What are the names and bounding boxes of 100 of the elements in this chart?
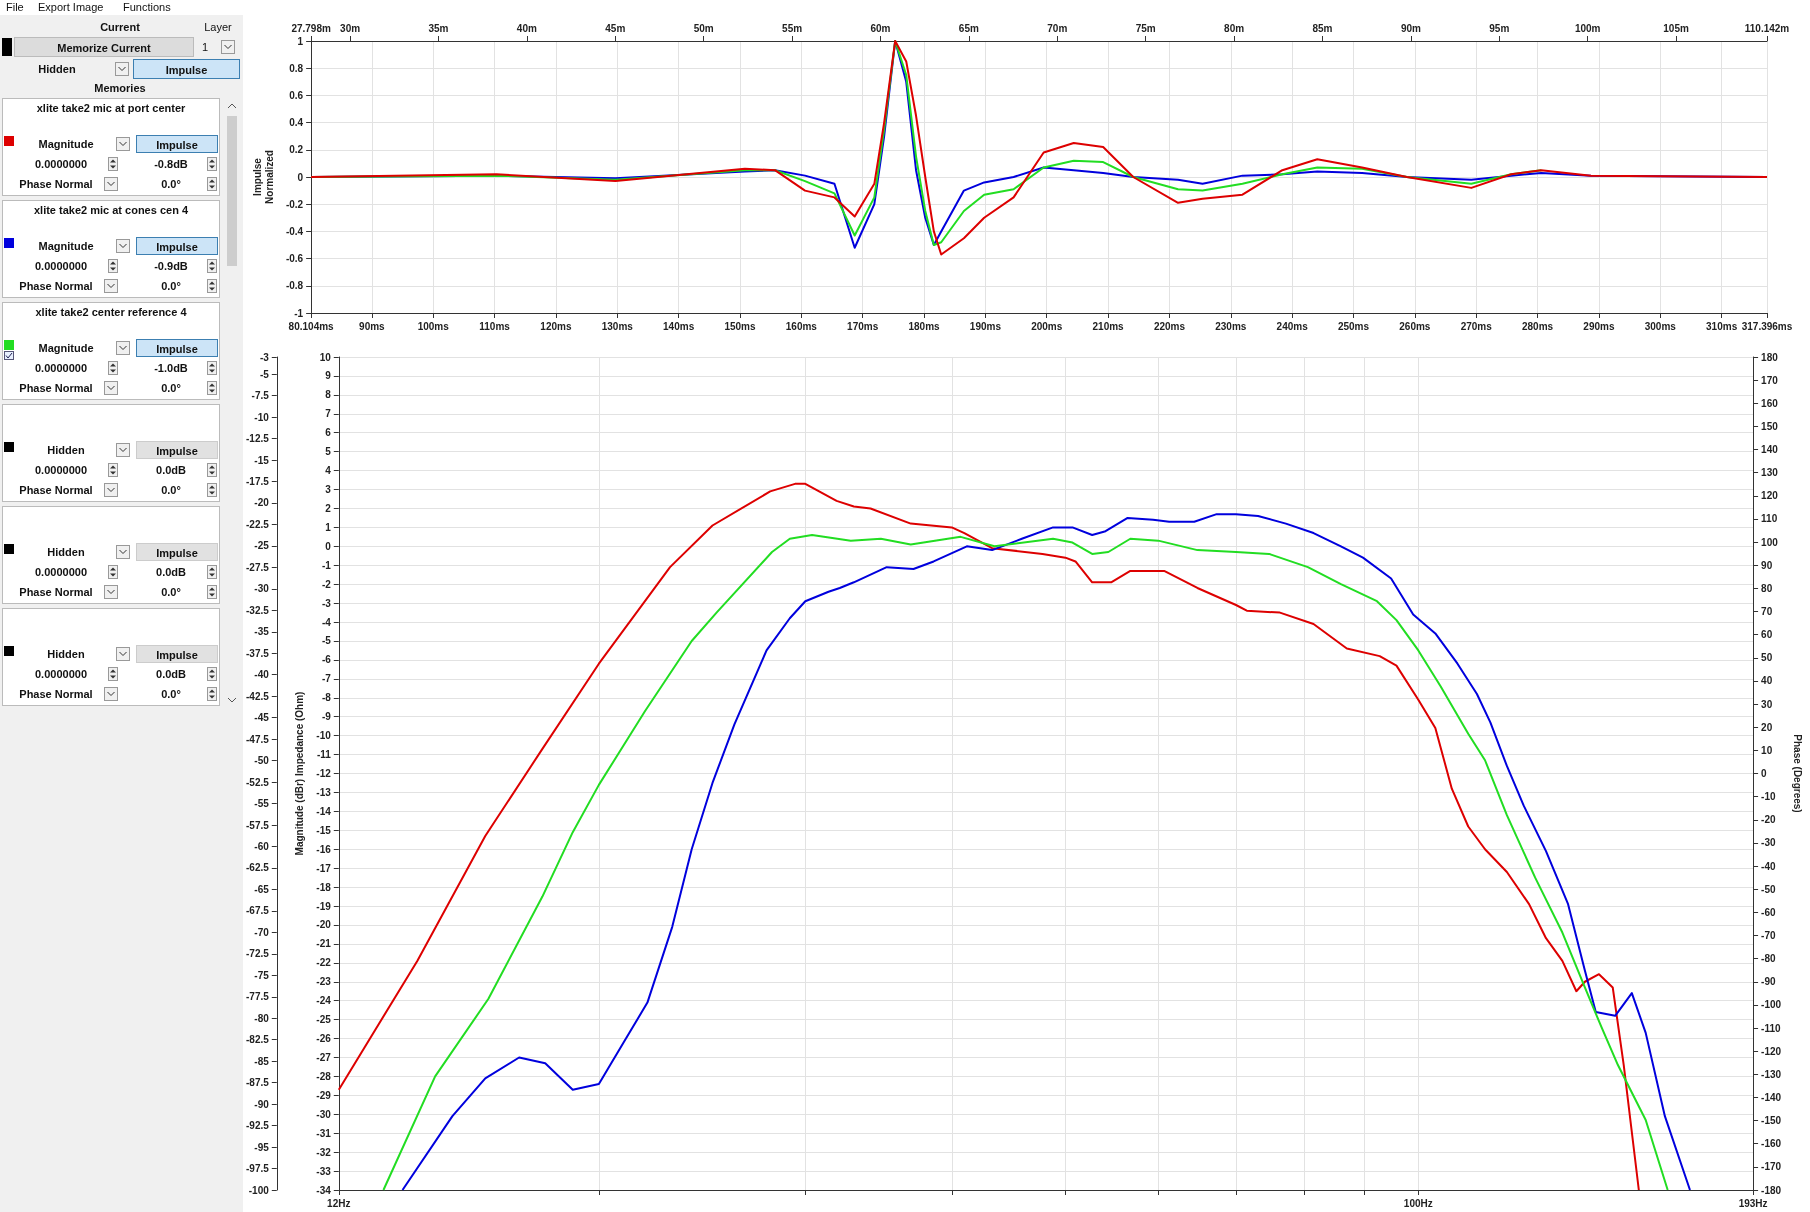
y2-tick-label: 40: [1761, 675, 1773, 687]
x2-tick-label: 65m: [958, 22, 979, 34]
text: Magnitude: [37, 239, 95, 254]
x-tick-label: 90ms: [359, 320, 386, 332]
y-tick-label: 0: [297, 171, 304, 183]
y2-tick-label: -30: [1761, 837, 1776, 849]
y-tick-label: -29: [316, 1089, 332, 1101]
y2-tick-label: 0: [1761, 768, 1768, 779]
text: Layer: [203, 20, 233, 35]
y3-tick-label: -22.5: [246, 518, 270, 530]
y-tick-label: 1: [325, 521, 332, 533]
y-tick-label: 0: [325, 540, 332, 552]
y-tick-label: -9: [321, 711, 332, 723]
y-tick-label: -0.2: [285, 198, 304, 210]
x-tick-label: 220ms: [1153, 320, 1186, 332]
x2-tick-label: 95m: [1489, 22, 1510, 34]
x-tick-label: 250ms: [1337, 320, 1370, 332]
text: Memories: [93, 81, 147, 96]
text: Hidden: [37, 62, 77, 77]
y2-tick-label: 120: [1761, 490, 1779, 502]
x-tick-label: 280ms: [1521, 320, 1554, 332]
x-tick-label: 300ms: [1644, 320, 1677, 332]
y-tick-label: -31: [316, 1127, 332, 1139]
text: Phase Normal: [18, 483, 94, 498]
y-tick-label: -0.4: [285, 225, 304, 237]
y3-tick-label: -7.5: [251, 390, 270, 402]
y2-tick-label: -60: [1761, 906, 1776, 918]
x-tick-label: 193Hz: [1738, 1197, 1768, 1209]
y3-tick-label: -67.5: [246, 905, 270, 917]
y2-tick-label: -80: [1761, 953, 1776, 965]
y-tick-label: -6: [321, 654, 332, 666]
y-tick-label: -19: [316, 900, 332, 912]
text: 1: [200, 40, 210, 55]
y-tick-label: -13: [316, 786, 332, 798]
x2-tick-label: 70m: [1047, 22, 1068, 34]
y-tick-label: -8: [321, 692, 332, 704]
text: 0.0°: [160, 483, 182, 498]
x-tick-label: 317.396ms: [1741, 320, 1793, 332]
x-tick-label: 150ms: [724, 320, 756, 332]
text: Impulse: [136, 441, 218, 459]
text: Phase Normal: [18, 585, 94, 600]
y3-tick-label: -42.5: [246, 690, 270, 702]
y3-tick-label: -52.5: [246, 776, 270, 788]
y-tick-label: -15: [316, 824, 332, 836]
y-tick-label: -7: [321, 673, 332, 685]
x2-tick-label: 80m: [1224, 22, 1245, 34]
text: Magnitude: [37, 341, 95, 356]
x-tick-label: 270ms: [1460, 320, 1493, 332]
y3-tick-label: -25: [254, 540, 270, 552]
x-tick-label: 230ms: [1215, 320, 1247, 332]
x2-tick-label: 50m: [693, 22, 714, 34]
y2-tick-label: 20: [1761, 721, 1773, 733]
y-tick-label: -21: [316, 938, 332, 950]
y3-tick-label: -100: [248, 1184, 270, 1196]
x2-tick-label: 27.798m: [291, 22, 331, 34]
y2-tick-label: 110: [1761, 513, 1778, 525]
y-tick-label: -5: [321, 635, 332, 647]
y2-tick-label: -150: [1761, 1115, 1782, 1127]
y-tick-label: 8: [325, 389, 332, 401]
y-tick-label: -34: [316, 1184, 332, 1196]
y-tick-label: -12: [316, 768, 332, 779]
y3-tick-label: -82.5: [246, 1034, 270, 1046]
y-tick-label: 0.8: [289, 62, 304, 74]
text: 0.0°: [160, 177, 182, 192]
y2-axis-title: Phase (Degrees): [1791, 734, 1803, 813]
x-tick-label: 120ms: [540, 320, 572, 332]
y3-tick-label: -57.5: [246, 819, 270, 831]
x2-tick-label: 40m: [516, 22, 537, 34]
text: Impulse: [136, 339, 218, 357]
text: Magnitude: [37, 137, 95, 152]
text: Hidden: [46, 545, 86, 560]
y2-tick-label: -110: [1761, 1022, 1781, 1034]
x-tick-label: 260ms: [1399, 320, 1431, 332]
y-tick-label: -25: [316, 1014, 332, 1026]
y-tick-label: -14: [316, 805, 332, 817]
y2-tick-label: -20: [1761, 814, 1776, 826]
text: 0.0°: [160, 585, 182, 600]
y-tick-label: -26: [316, 1033, 332, 1045]
text: -0.9dB: [153, 259, 189, 274]
y2-tick-label: 30: [1761, 698, 1773, 710]
y2-tick-label: 60: [1761, 629, 1773, 641]
y3-tick-label: -27.5: [246, 561, 270, 573]
y-tick-label: 4: [325, 465, 332, 477]
y3-tick-label: -85: [254, 1055, 270, 1067]
y2-tick-label: 100: [1761, 536, 1779, 548]
y3-tick-label: -70: [254, 926, 270, 938]
y2-tick-label: -120: [1761, 1045, 1782, 1057]
y3-tick-label: -45: [254, 712, 270, 724]
y-tick-label: 1: [297, 35, 304, 47]
y3-tick-label: -15: [254, 454, 270, 466]
text: 0.0dB: [155, 463, 187, 478]
y2-tick-label: -40: [1761, 860, 1776, 872]
y-tick-label: -23: [316, 976, 332, 988]
x-tick-label: 240ms: [1276, 320, 1309, 332]
y3-tick-label: -90: [254, 1098, 270, 1110]
text: Impulse: [136, 645, 218, 663]
x-tick-label: 310ms: [1706, 320, 1738, 332]
text: Phase Normal: [18, 381, 94, 396]
y-tick-label: -1: [294, 307, 304, 319]
y3-tick-label: -40: [254, 669, 270, 681]
